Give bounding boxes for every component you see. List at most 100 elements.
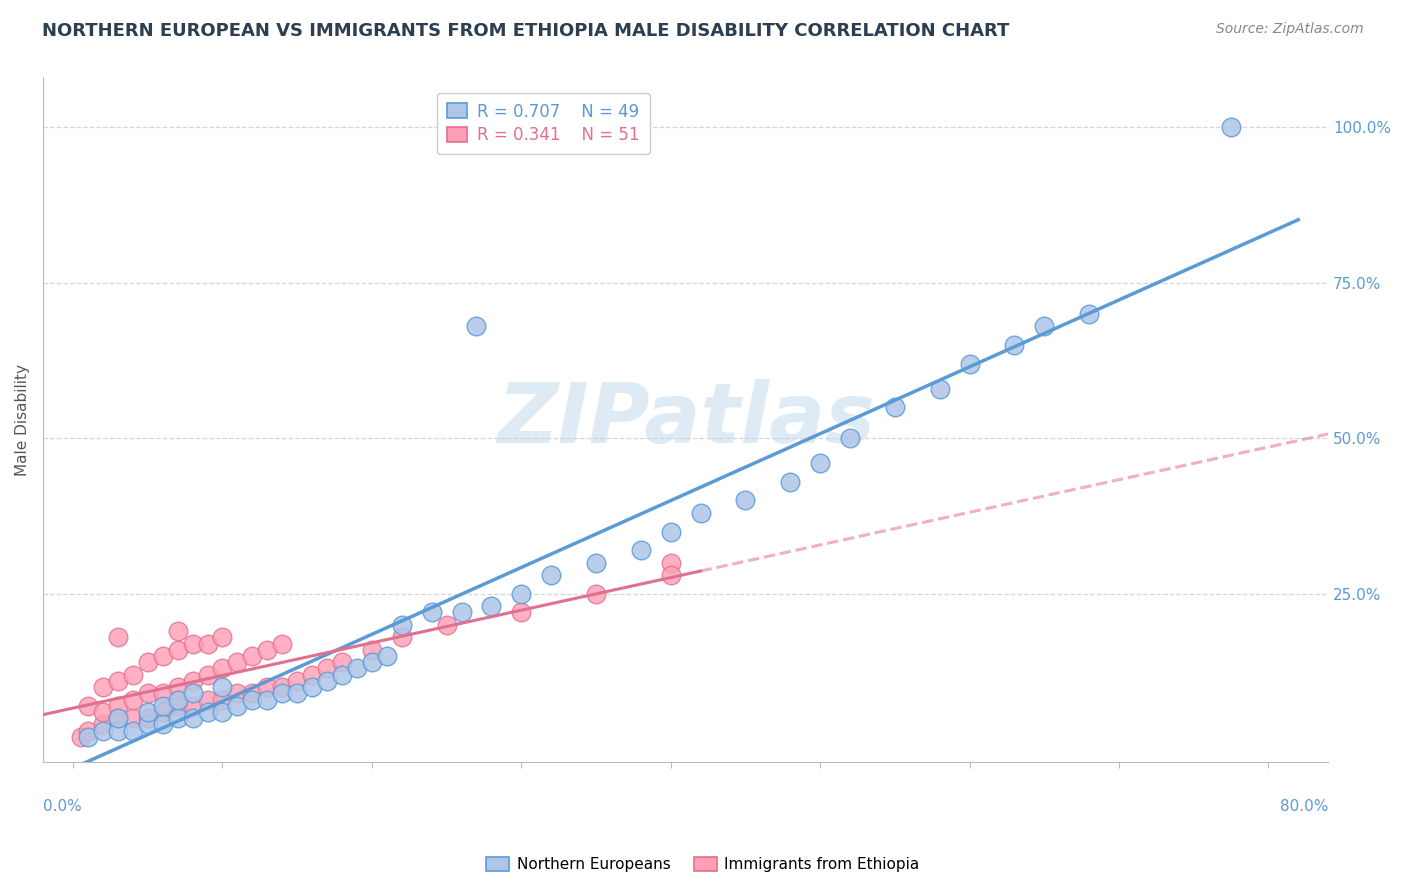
Point [1033,319,1056,334]
Point [659,556,682,570]
Point [107,631,129,645]
Point [77,698,100,713]
Point [152,648,174,663]
Point [330,655,353,669]
Point [152,698,174,713]
Point [77,730,100,744]
Point [166,642,188,657]
Point [121,667,143,681]
Point [1220,120,1243,135]
Point [540,568,562,582]
Point [271,680,294,694]
Legend: Northern Europeans, Immigrants from Ethiopia: Northern Europeans, Immigrants from Ethi… [479,849,927,880]
Point [285,673,308,688]
Legend: R = 0.707    N = 49, R = 0.341    N = 51: R = 0.707 N = 49, R = 0.341 N = 51 [437,93,650,154]
Point [689,506,711,520]
Point [1002,338,1025,352]
Point [285,686,308,700]
Point [166,692,188,706]
Point [181,673,204,688]
Point [152,705,174,719]
Point [346,661,368,675]
Point [197,637,219,651]
Point [465,319,488,334]
Point [316,661,339,675]
Point [136,717,159,731]
Point [256,642,278,657]
Point [107,723,129,738]
Point [436,618,458,632]
Point [211,631,233,645]
Point [361,642,384,657]
Point [301,667,323,681]
Point [630,543,652,558]
Point [91,705,114,719]
Point [375,648,398,663]
Point [256,692,278,706]
Point [361,655,384,669]
Point [197,705,219,719]
Point [166,624,188,639]
Point [839,431,862,445]
Text: NORTHERN EUROPEAN VS IMMIGRANTS FROM ETHIOPIA MALE DISABILITY CORRELATION CHART: NORTHERN EUROPEAN VS IMMIGRANTS FROM ETH… [42,22,1010,40]
Point [121,711,143,725]
Text: 0.0%: 0.0% [44,799,82,814]
Point [585,556,607,570]
Y-axis label: Male Disability: Male Disability [15,364,30,475]
Point [211,661,233,675]
Point [301,680,323,694]
Point [136,686,159,700]
Text: ZIPatlas: ZIPatlas [496,379,875,460]
Point [121,723,143,738]
Point [152,686,174,700]
Point [211,692,233,706]
Point [734,493,756,508]
Point [226,655,249,669]
Point [481,599,503,614]
Point [136,711,159,725]
Point [240,648,263,663]
Point [420,606,443,620]
Point [510,587,533,601]
Point [883,400,905,414]
Point [136,655,159,669]
Point [271,686,294,700]
Point [779,475,801,489]
Text: 80.0%: 80.0% [1279,799,1329,814]
Point [181,698,204,713]
Point [240,686,263,700]
Point [928,382,950,396]
Point [256,680,278,694]
Point [659,568,682,582]
Point [107,711,129,725]
Point [181,637,204,651]
Point [166,698,188,713]
Point [959,357,981,371]
Point [197,667,219,681]
Point [91,717,114,731]
Point [91,723,114,738]
Point [152,717,174,731]
Point [391,631,413,645]
Point [226,686,249,700]
Point [166,711,188,725]
Point [659,524,682,539]
Point [226,698,249,713]
Point [330,667,353,681]
Point [271,637,294,651]
Point [69,730,91,744]
Point [211,705,233,719]
Point [197,692,219,706]
Point [91,680,114,694]
Point [166,680,188,694]
Point [808,456,831,470]
Point [107,698,129,713]
Point [211,680,233,694]
Point [391,618,413,632]
Point [240,692,263,706]
Point [181,711,204,725]
Text: Source: ZipAtlas.com: Source: ZipAtlas.com [1216,22,1364,37]
Point [510,606,533,620]
Point [585,587,607,601]
Point [107,711,129,725]
